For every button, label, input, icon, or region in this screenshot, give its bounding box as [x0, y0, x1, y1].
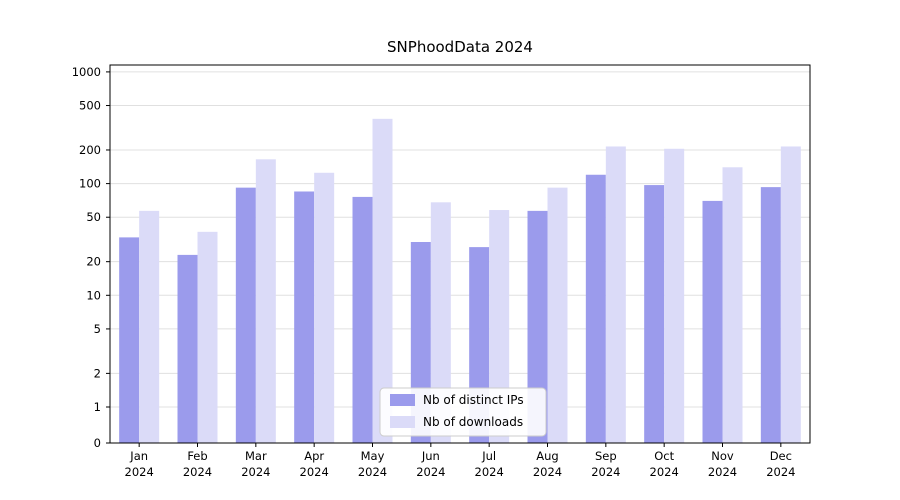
- bar-distinct-ips: [585, 174, 606, 444]
- x-tick-label-year: 2024: [650, 465, 679, 479]
- bar-downloads: [255, 159, 276, 443]
- x-tick-label-month: Dec: [770, 449, 792, 463]
- bar-distinct-ips: [644, 185, 665, 444]
- x-tick-label-year: 2024: [708, 465, 737, 479]
- x-tick-label-month: Mar: [245, 449, 267, 463]
- y-tick-label: 1000: [72, 65, 101, 79]
- bar-downloads: [664, 148, 685, 443]
- bar-downloads: [780, 146, 801, 444]
- y-tick-label: 100: [79, 177, 101, 191]
- x-tick-label-year: 2024: [416, 465, 445, 479]
- legend-label: Nb of distinct IPs: [423, 393, 524, 407]
- x-tick-label-month: Nov: [711, 449, 734, 463]
- bar-downloads: [722, 167, 743, 443]
- bar-downloads: [139, 210, 160, 443]
- x-tick-label-month: Apr: [304, 449, 324, 463]
- y-tick-label: 1: [94, 400, 101, 414]
- legend-label: Nb of downloads: [423, 415, 523, 429]
- bar-distinct-ips: [294, 191, 315, 443]
- legend-swatch: [390, 394, 415, 406]
- y-tick-label: 200: [79, 143, 101, 157]
- legend-box: [379, 387, 547, 437]
- x-tick-label-month: May: [361, 449, 385, 463]
- x-tick-label-month: Aug: [536, 449, 558, 463]
- bar-distinct-ips: [235, 187, 256, 443]
- bar-downloads: [372, 118, 393, 444]
- bar-distinct-ips: [527, 210, 548, 443]
- legend-swatch: [390, 416, 415, 428]
- y-tick-label: 500: [79, 99, 101, 113]
- bar-downloads: [197, 231, 218, 443]
- x-tick-label-month: Jun: [421, 449, 440, 463]
- x-tick-label-month: Feb: [187, 449, 207, 463]
- x-tick-label-year: 2024: [766, 465, 795, 479]
- x-tick-label-month: Jan: [129, 449, 148, 463]
- x-tick-label-year: 2024: [358, 465, 387, 479]
- bar-distinct-ips: [702, 200, 723, 443]
- bar-downloads: [605, 146, 626, 444]
- x-tick-label-year: 2024: [300, 465, 329, 479]
- chart-title: SNPhoodData 2024: [387, 38, 533, 56]
- bar-distinct-ips: [119, 237, 140, 443]
- x-tick-label-year: 2024: [591, 465, 620, 479]
- plot-border: [109, 64, 811, 444]
- y-tick-label: 50: [86, 210, 101, 224]
- x-tick-label-year: 2024: [241, 465, 270, 479]
- y-tick-label: 20: [86, 255, 101, 269]
- y-tick-label: 0: [94, 436, 101, 450]
- x-tick-label-year: 2024: [125, 465, 154, 479]
- x-tick-label-year: 2024: [475, 465, 504, 479]
- x-tick-label-month: Sep: [595, 449, 617, 463]
- y-tick-label: 2: [94, 366, 101, 380]
- y-tick-label: 5: [94, 322, 101, 336]
- bar-distinct-ips: [760, 187, 781, 443]
- x-tick-label-year: 2024: [533, 465, 562, 479]
- x-tick-label-year: 2024: [183, 465, 212, 479]
- bar-distinct-ips: [177, 254, 198, 443]
- y-tick-label: 10: [86, 288, 101, 302]
- bar-downloads: [314, 172, 335, 443]
- bar-downloads: [430, 202, 451, 443]
- bar-downloads: [489, 210, 510, 443]
- x-tick-label-month: Oct: [654, 449, 674, 463]
- bar-downloads: [547, 187, 568, 443]
- bar-distinct-ips: [352, 196, 373, 443]
- x-tick-label-month: Jul: [481, 449, 496, 463]
